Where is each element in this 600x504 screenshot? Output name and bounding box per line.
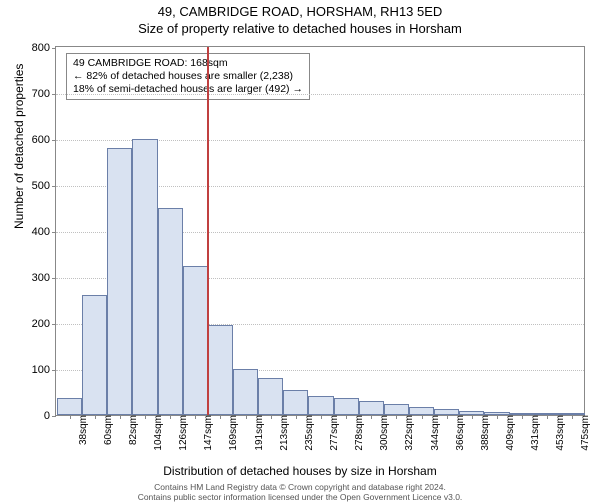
y-tick: 0 bbox=[44, 410, 56, 422]
x-tick-mark bbox=[522, 415, 523, 419]
x-tick-mark bbox=[220, 415, 221, 419]
histogram-bar bbox=[409, 407, 434, 415]
histogram-bar bbox=[208, 325, 233, 415]
x-tick: 235sqm bbox=[300, 415, 315, 451]
x-tick: 366sqm bbox=[451, 415, 466, 451]
x-tick: 277sqm bbox=[325, 415, 340, 451]
page-subtitle: Size of property relative to detached ho… bbox=[0, 21, 600, 36]
histogram-bar bbox=[107, 148, 132, 415]
x-tick: 191sqm bbox=[250, 415, 265, 451]
x-axis-label: Distribution of detached houses by size … bbox=[0, 464, 600, 478]
histogram-bar bbox=[334, 398, 359, 415]
legend-line-2: ← 82% of detached houses are smaller (2,… bbox=[73, 70, 303, 83]
plot-area: 49 CAMBRIDGE ROAD: 168sqm ← 82% of detac… bbox=[55, 46, 585, 416]
x-tick: 278sqm bbox=[350, 415, 365, 451]
histogram-bar bbox=[359, 401, 384, 415]
x-tick: 104sqm bbox=[149, 415, 164, 451]
x-tick-mark bbox=[246, 415, 247, 419]
x-tick-mark bbox=[547, 415, 548, 419]
y-tick: 700 bbox=[32, 88, 56, 100]
histogram-bar bbox=[258, 378, 283, 415]
x-tick: 38sqm bbox=[74, 415, 89, 445]
histogram-chart: 49 CAMBRIDGE ROAD: 168sqm ← 82% of detac… bbox=[55, 46, 585, 416]
y-tick: 500 bbox=[32, 180, 56, 192]
page-title: 49, CAMBRIDGE ROAD, HORSHAM, RH13 5ED bbox=[0, 4, 600, 19]
x-tick: 147sqm bbox=[199, 415, 214, 451]
x-tick-mark bbox=[70, 415, 71, 419]
histogram-bar bbox=[132, 139, 157, 415]
x-tick-mark bbox=[195, 415, 196, 419]
footer: Contains HM Land Registry data © Crown c… bbox=[0, 482, 600, 502]
histogram-bar bbox=[82, 295, 107, 415]
x-tick-mark bbox=[396, 415, 397, 419]
x-tick: 409sqm bbox=[501, 415, 516, 451]
x-tick-mark bbox=[371, 415, 372, 419]
footer-line-2: Contains public sector information licen… bbox=[0, 492, 600, 502]
x-tick-mark bbox=[271, 415, 272, 419]
x-tick-mark bbox=[95, 415, 96, 419]
y-axis-label: Number of detached properties bbox=[12, 64, 26, 229]
y-tick: 300 bbox=[32, 272, 56, 284]
x-tick-mark bbox=[497, 415, 498, 419]
x-tick: 388sqm bbox=[476, 415, 491, 451]
footer-line-1: Contains HM Land Registry data © Crown c… bbox=[0, 482, 600, 492]
y-tick: 200 bbox=[32, 318, 56, 330]
x-tick-mark bbox=[572, 415, 573, 419]
x-tick-mark bbox=[321, 415, 322, 419]
y-tick: 800 bbox=[32, 42, 56, 54]
x-tick: 431sqm bbox=[526, 415, 541, 451]
histogram-bar bbox=[308, 396, 333, 415]
x-tick: 453sqm bbox=[551, 415, 566, 451]
x-tick: 344sqm bbox=[426, 415, 441, 451]
x-tick: 322sqm bbox=[400, 415, 415, 451]
gridline bbox=[56, 94, 584, 95]
x-tick: 213sqm bbox=[275, 415, 290, 451]
x-tick: 475sqm bbox=[576, 415, 591, 451]
x-tick-mark bbox=[145, 415, 146, 419]
x-tick-mark bbox=[120, 415, 121, 419]
y-tick: 600 bbox=[32, 134, 56, 146]
y-tick: 400 bbox=[32, 226, 56, 238]
x-tick-mark bbox=[447, 415, 448, 419]
x-tick-mark bbox=[346, 415, 347, 419]
x-tick: 169sqm bbox=[224, 415, 239, 451]
histogram-bar bbox=[158, 208, 183, 415]
histogram-bar bbox=[57, 398, 82, 415]
x-tick-mark bbox=[472, 415, 473, 419]
marker-line bbox=[207, 47, 209, 415]
x-tick-mark bbox=[170, 415, 171, 419]
histogram-bar bbox=[283, 390, 308, 415]
x-tick: 300sqm bbox=[375, 415, 390, 451]
histogram-bar bbox=[233, 369, 258, 415]
x-tick: 82sqm bbox=[124, 415, 139, 445]
x-tick-mark bbox=[422, 415, 423, 419]
x-tick: 60sqm bbox=[99, 415, 114, 445]
x-tick: 126sqm bbox=[174, 415, 189, 451]
histogram-bar bbox=[183, 266, 208, 416]
legend-line-1: 49 CAMBRIDGE ROAD: 168sqm bbox=[73, 57, 303, 70]
y-tick: 100 bbox=[32, 364, 56, 376]
histogram-bar bbox=[384, 404, 409, 415]
x-tick-mark bbox=[296, 415, 297, 419]
